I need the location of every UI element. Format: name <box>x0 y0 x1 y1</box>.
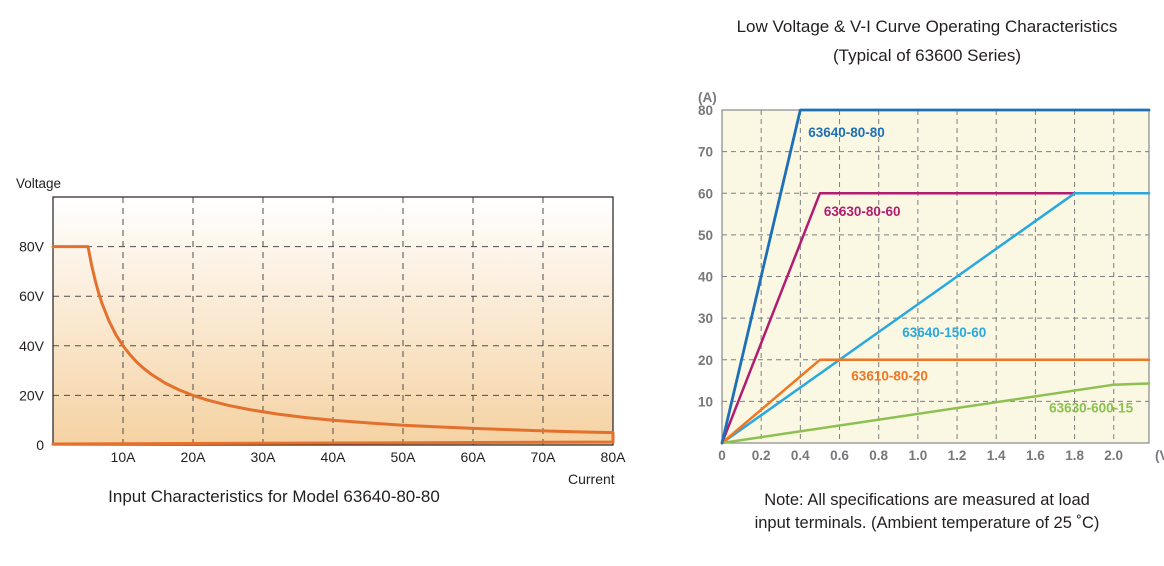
y-tick-label: 10 <box>698 394 713 409</box>
series-label-63640-80-80: 63640-80-80 <box>808 125 885 140</box>
x-tick-label: 0.4 <box>791 448 810 463</box>
x-tick-label: 2.0 <box>1104 448 1123 463</box>
vi-chart-note: Note: All specifications are measured at… <box>690 489 1164 535</box>
series-line-63640-80-80 <box>720 108 1151 445</box>
y-tick-label: 40V <box>19 338 45 354</box>
vi-curve-chart-svg: 63630-80-60 63640-150-60 63610-80-20 63630-… <box>698 90 1164 463</box>
series-label-63630-80-60: 63630-80-60 <box>824 204 901 219</box>
series-label-63640-150-60: 63640-150-60 <box>902 325 986 340</box>
y-tick-label: 70 <box>698 145 713 160</box>
y-tick-label: 40 <box>698 270 713 285</box>
x-tick-label: 10A <box>111 449 137 465</box>
series-line-63630-600-15 <box>720 382 1151 445</box>
x-tick-label: 1.2 <box>948 448 967 463</box>
x-tick-label: 40A <box>321 449 347 465</box>
vi-chart-title-line2: (Typical of 63600 Series) <box>832 46 1022 65</box>
series-line-operating-boundary-63640-80-80 <box>51 245 615 446</box>
x-tick-label: 0.6 <box>830 448 849 463</box>
x-tick-label: 50A <box>391 449 417 465</box>
plot-border <box>52 196 614 446</box>
x-tick-label: 1.4 <box>987 448 1006 463</box>
x-tick-label: 1.0 <box>909 448 928 463</box>
y-tick-label: 80V <box>19 239 45 255</box>
y-tick-label: 30 <box>698 311 713 326</box>
series-label-63610-80-20: 63610-80-20 <box>851 369 928 384</box>
input-characteristics-chart-svg: 10A 20A 30A 40A 50A 60A 70A 80A 80V 60V 40V 20V 0 <box>19 196 627 465</box>
y-tick-label: 80 <box>698 103 713 118</box>
series-label-63630-600-15: 63630-600-15 <box>1049 401 1134 416</box>
x-tick-label: 1.8 <box>1065 448 1084 463</box>
y-tick-label: 0 <box>36 437 44 453</box>
current-axis-label: Current <box>568 471 615 487</box>
x-tick-label: 1.6 <box>1026 448 1045 463</box>
x-tick-label: 60A <box>461 449 487 465</box>
series-line-63630-80-60 <box>720 192 1076 445</box>
x-axis-unit-label: (V) <box>1155 448 1164 463</box>
y-axis-unit-label: (A) <box>698 90 717 105</box>
vi-chart-title-line1: Low Voltage & V-I Curve Operating Charac… <box>736 17 1118 36</box>
x-tick-label: 80A <box>601 449 627 465</box>
x-tick-label: 0 <box>718 448 726 463</box>
vi-chart-note-line2: input terminals. (Ambient temperature of… <box>754 514 1100 532</box>
vi-chart-note-line1: Note: All specifications are measured at… <box>764 491 1090 509</box>
x-tick-label: 0.2 <box>752 448 771 463</box>
y-tick-label: 20 <box>698 353 713 368</box>
input-chart-caption: Input Characteristics for Model 63640-80… <box>108 487 440 506</box>
x-tick-label: 70A <box>531 449 557 465</box>
x-tick-label: 0.8 <box>869 448 888 463</box>
x-tick-label: 20A <box>181 449 207 465</box>
y-tick-label: 60 <box>698 186 713 201</box>
x-tick-label: 30A <box>251 449 277 465</box>
y-tick-label: 60V <box>19 288 45 304</box>
y-tick-label: 50 <box>698 228 713 243</box>
series-line-63610-80-20 <box>720 358 1151 445</box>
voltage-axis-label: Voltage <box>16 176 62 191</box>
y-tick-label: 20V <box>19 387 45 403</box>
